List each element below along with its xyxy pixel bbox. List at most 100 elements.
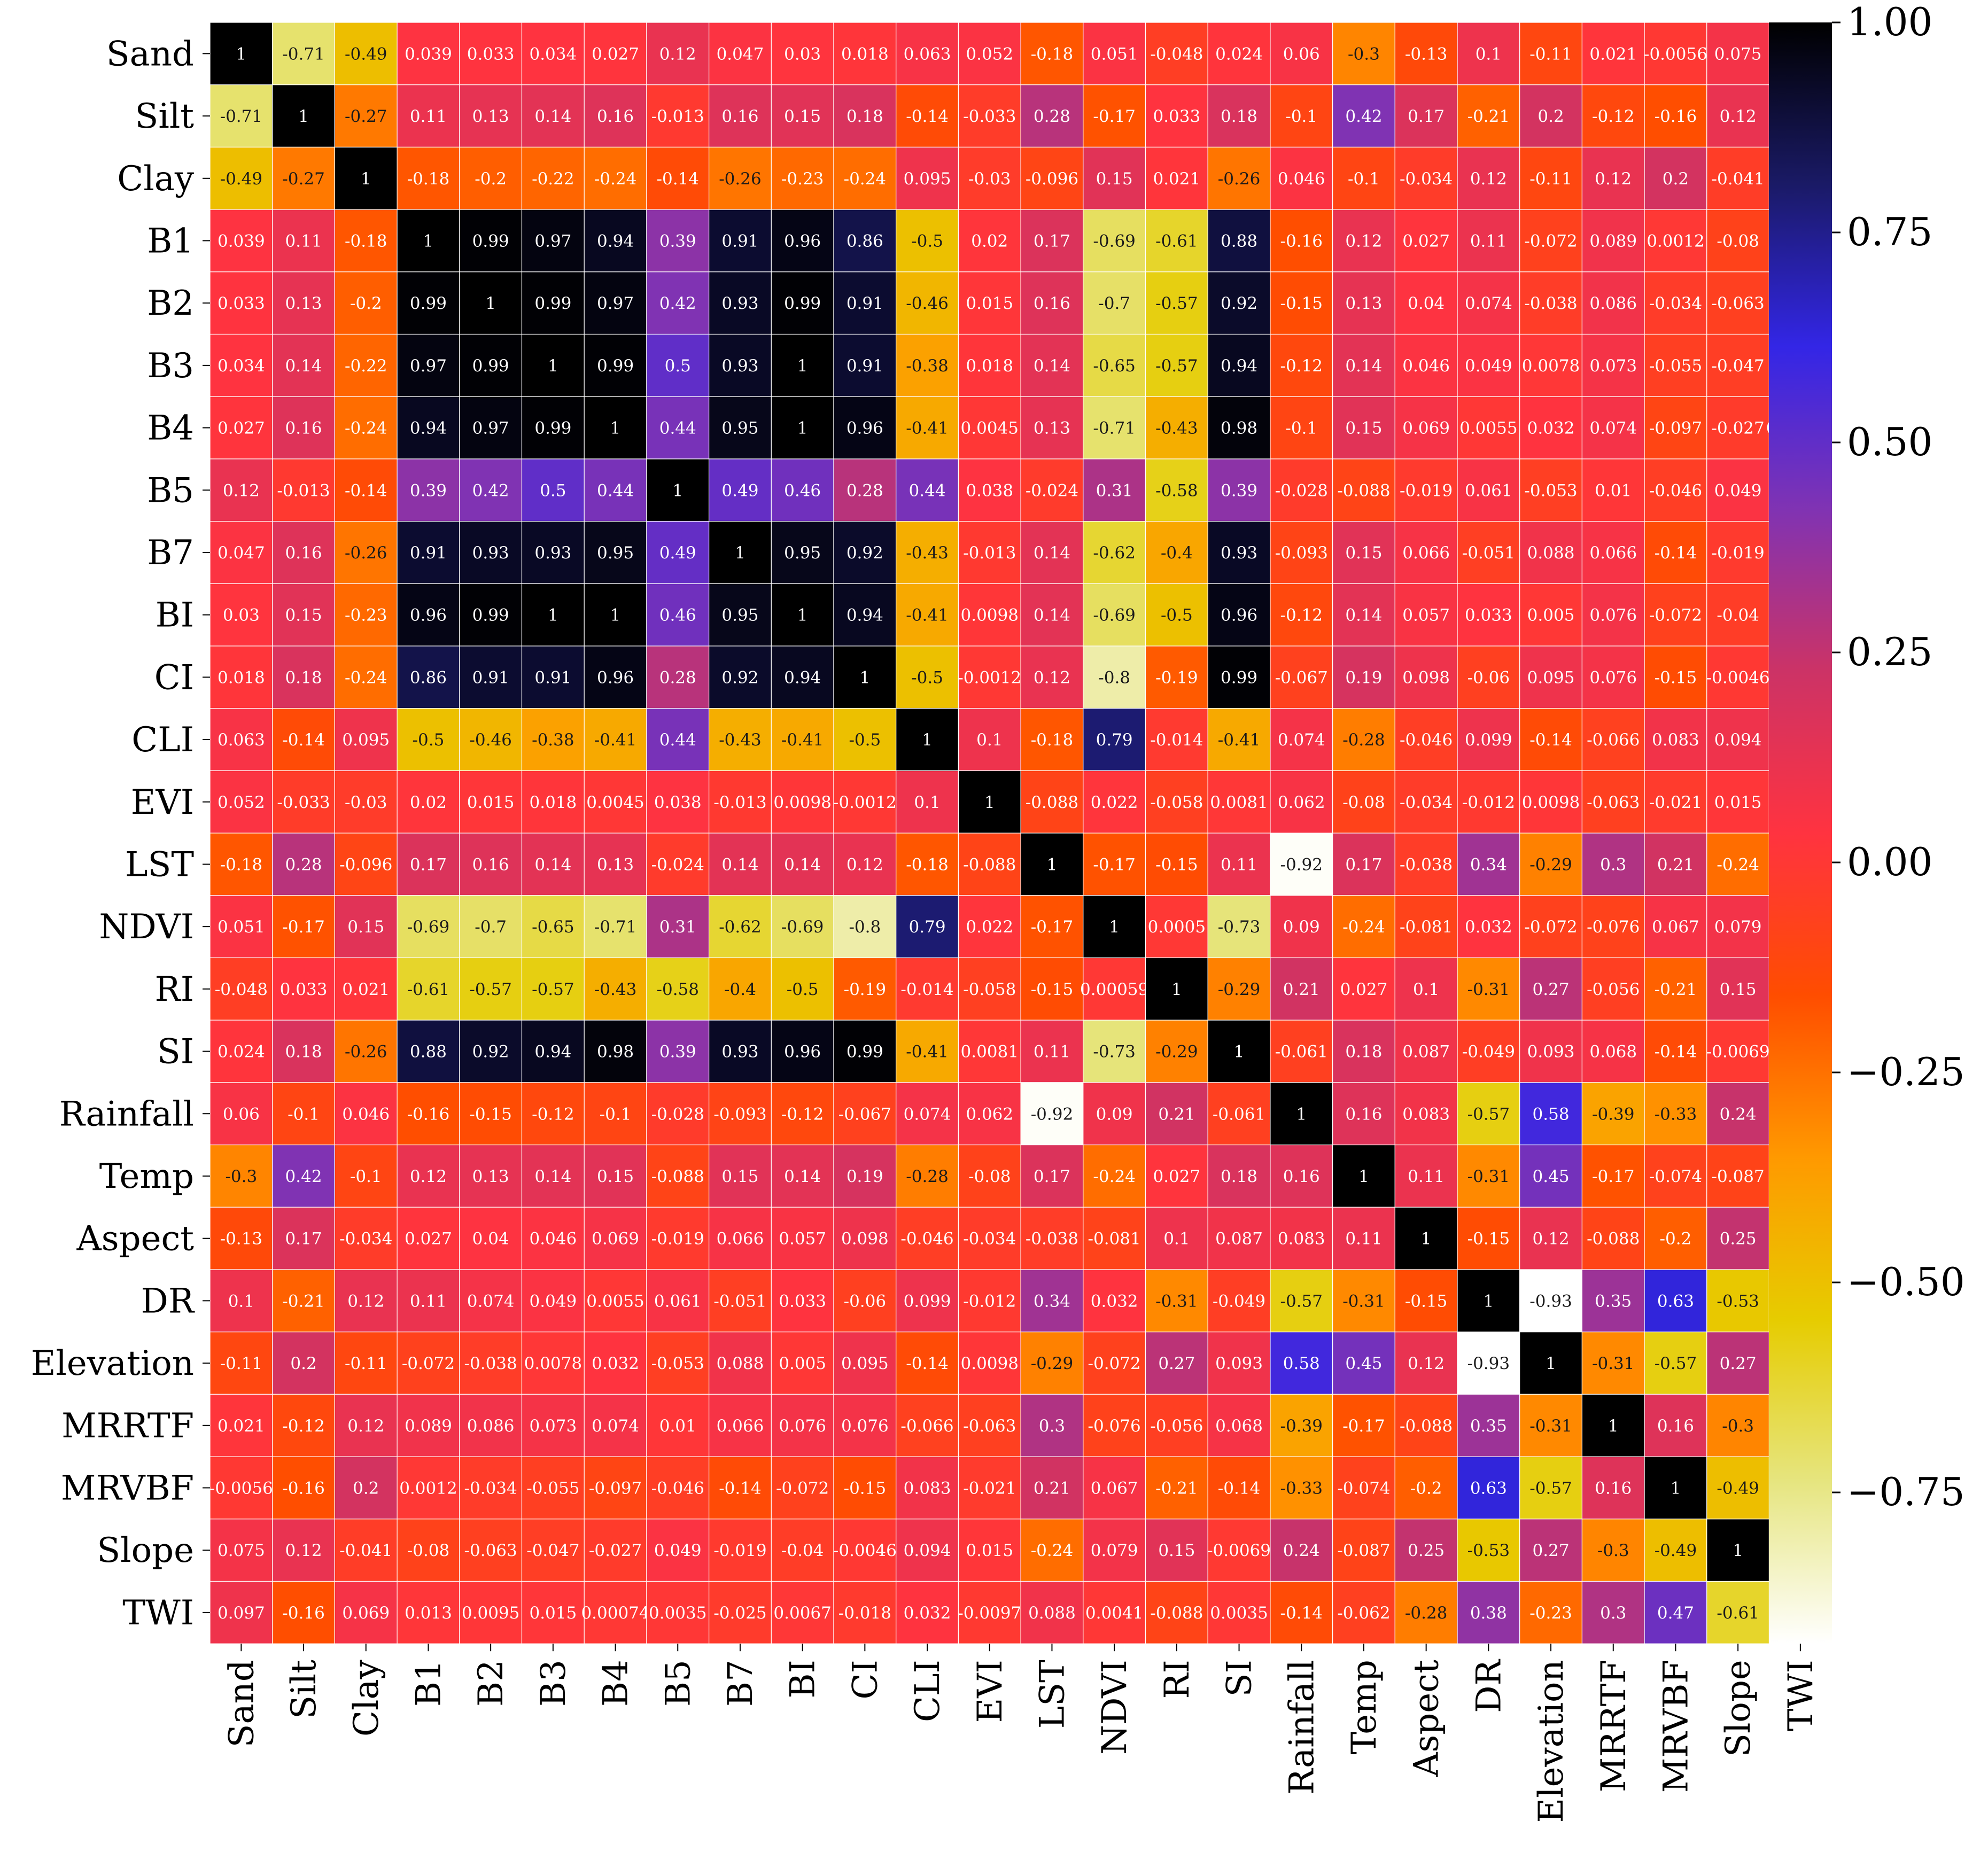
heatmap-cell xyxy=(584,1145,647,1208)
cell-value-label: 0.12 xyxy=(847,855,883,874)
heatmap-cell xyxy=(958,458,1021,522)
heatmap-cell xyxy=(1644,1332,1707,1395)
cell-value-label: -0.055 xyxy=(526,1479,579,1498)
cell-value-label: 0.051 xyxy=(218,917,265,937)
heatmap-cell xyxy=(771,1269,834,1333)
cell-value-label: 0.086 xyxy=(1589,294,1637,313)
cell-value-label: -0.21 xyxy=(1467,107,1510,126)
heatmap-cell xyxy=(1457,895,1520,959)
cell-value-label: -0.15 xyxy=(844,1479,887,1498)
heatmap-cell xyxy=(1020,209,1084,273)
cell-value-label: -0.06 xyxy=(844,1291,887,1311)
cell-value-label: 0.074 xyxy=(1589,419,1637,438)
cell-value-label: -0.072 xyxy=(1524,231,1577,251)
heatmap-cell xyxy=(521,1519,585,1582)
heatmap-cell xyxy=(1581,770,1645,834)
heatmap-cell xyxy=(334,146,398,210)
heatmap-cell xyxy=(1145,1581,1208,1644)
heatmap-cell xyxy=(1706,333,1770,397)
heatmap-cell xyxy=(1083,1332,1146,1395)
heatmap-cell xyxy=(958,1020,1021,1083)
cell-value-label: -0.2 xyxy=(1660,1230,1692,1249)
heatmap-cell xyxy=(459,333,523,397)
x-tick-label: B4 xyxy=(596,1660,636,1707)
heatmap-cell xyxy=(1457,209,1520,273)
cell-value-label: -0.49 xyxy=(220,169,263,189)
cell-value-label: 0.12 xyxy=(347,1417,384,1436)
cell-value-label: 0.93 xyxy=(472,543,509,563)
heatmap-cell xyxy=(771,271,834,335)
heatmap-cell xyxy=(1207,333,1271,397)
cell-value-label: 0.087 xyxy=(1215,1230,1263,1249)
cell-value-label: 0.0078 xyxy=(1522,356,1580,376)
cell-value-label: 0.033 xyxy=(1153,107,1200,126)
cell-value-label: 0.12 xyxy=(1533,1230,1570,1249)
heatmap-cell xyxy=(771,1519,834,1582)
cell-value-label: -0.04 xyxy=(781,1541,824,1560)
heatmap-cell xyxy=(584,1581,647,1644)
cell-value-label: -0.24 xyxy=(844,169,887,189)
heatmap-cell xyxy=(1457,1332,1520,1395)
cell-value-label: 0.12 xyxy=(1595,169,1632,189)
y-tick-label: B1 xyxy=(147,221,194,261)
heatmap-cell xyxy=(397,209,460,273)
heatmap-cell xyxy=(584,1519,647,1582)
cell-value-label: -0.62 xyxy=(1093,543,1136,563)
heatmap-cell xyxy=(521,209,585,273)
heatmap-cell xyxy=(646,146,710,210)
cell-value-label: -0.17 xyxy=(282,917,325,937)
cell-value-label: -0.072 xyxy=(1524,917,1577,937)
cell-value-label: 1 xyxy=(797,356,808,376)
cell-value-label: -0.1 xyxy=(1348,169,1380,189)
cell-value-label: -0.57 xyxy=(1529,1479,1572,1498)
heatmap-cell xyxy=(896,458,959,522)
cell-value-label: -0.17 xyxy=(1592,1167,1635,1186)
cell-value-label: -0.5 xyxy=(849,730,881,750)
cell-value-label: 0.17 xyxy=(1345,855,1382,874)
heatmap-cell xyxy=(1145,1020,1208,1083)
x-tick-label: BI xyxy=(783,1660,823,1698)
cell-value-label: -0.028 xyxy=(651,1104,704,1124)
cell-value-label: -0.055 xyxy=(1649,356,1702,376)
cell-value-label: 0.39 xyxy=(659,231,696,251)
cell-value-label: 0.34 xyxy=(1470,855,1507,874)
heatmap-cell xyxy=(272,1332,336,1395)
cell-value-label: 0.14 xyxy=(534,855,571,874)
cell-value-label: 0.2 xyxy=(290,1354,316,1373)
cell-value-label: 0.91 xyxy=(534,668,571,687)
cell-value-label: 0.95 xyxy=(784,543,821,563)
cell-value-label: 0.088 xyxy=(1527,543,1575,563)
cell-value-label: 0.066 xyxy=(1589,543,1637,563)
cell-value-label: -0.61 xyxy=(1155,231,1198,251)
cell-value-label: -0.43 xyxy=(906,543,949,563)
heatmap-cell xyxy=(1207,1394,1271,1457)
heatmap-cell xyxy=(334,396,398,460)
heatmap-cell xyxy=(397,770,460,834)
heatmap-cell xyxy=(521,146,585,210)
cell-value-label: 0.069 xyxy=(1402,419,1450,438)
heatmap-cell xyxy=(1519,333,1582,397)
cell-value-label: -0.1 xyxy=(288,1104,320,1124)
cell-value-label: 0.35 xyxy=(1595,1291,1632,1311)
heatmap-cell xyxy=(1519,22,1582,85)
cell-value-label: 0.96 xyxy=(847,419,883,438)
heatmap-cell xyxy=(1145,832,1208,896)
heatmap-cell xyxy=(1519,832,1582,896)
cell-value-label: -0.034 xyxy=(464,1479,517,1498)
cell-value-label: 0.034 xyxy=(529,44,577,64)
cell-value-label: 0.015 xyxy=(1714,793,1762,812)
heatmap-cell xyxy=(1332,520,1395,584)
cell-value-label: -0.5 xyxy=(413,730,445,750)
cell-value-label: -0.18 xyxy=(1031,730,1074,750)
cell-value-label: -0.14 xyxy=(345,481,387,500)
cell-value-label: -0.8 xyxy=(1098,668,1130,687)
cell-value-label: -0.57 xyxy=(469,980,512,999)
cell-value-label: 0.91 xyxy=(847,294,883,313)
heatmap-cell xyxy=(1457,1394,1520,1457)
heatmap-cell xyxy=(1644,84,1707,147)
heatmap-cell xyxy=(896,1082,959,1146)
cell-value-label: 0.015 xyxy=(966,1541,1013,1560)
cell-value-label: 0.16 xyxy=(1034,294,1070,313)
heatmap-cell xyxy=(397,84,460,147)
cell-value-label: -0.21 xyxy=(282,1291,325,1311)
